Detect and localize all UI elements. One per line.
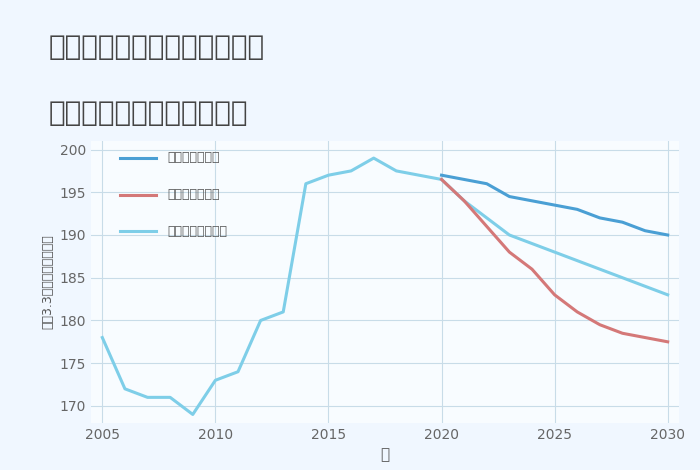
ノーマルシナリオ [573, 258, 582, 264]
ノーマルシナリオ [664, 292, 672, 298]
Line: ノーマルシナリオ: ノーマルシナリオ [102, 158, 668, 415]
ノーマルシナリオ [211, 377, 220, 383]
グッドシナリオ [438, 172, 446, 178]
ノーマルシナリオ [460, 198, 468, 204]
ノーマルシナリオ [302, 181, 310, 187]
X-axis label: 年: 年 [380, 447, 390, 462]
Text: グッドシナリオ: グッドシナリオ [167, 151, 220, 164]
グッドシナリオ [596, 215, 604, 221]
ノーマルシナリオ [256, 318, 265, 323]
Text: バッドシナリオ: バッドシナリオ [167, 188, 220, 201]
グッドシナリオ [664, 232, 672, 238]
グッドシナリオ [573, 206, 582, 212]
Line: グッドシナリオ: グッドシナリオ [442, 175, 668, 235]
Text: ノーマルシナリオ: ノーマルシナリオ [167, 225, 228, 238]
バッドシナリオ [596, 322, 604, 328]
Y-axis label: 平（3.3㎡）単価（万円）: 平（3.3㎡）単価（万円） [41, 235, 54, 329]
グッドシナリオ [505, 194, 514, 199]
バッドシナリオ [438, 177, 446, 182]
ノーマルシナリオ [528, 241, 536, 246]
ノーマルシナリオ [188, 412, 197, 417]
バッドシナリオ [641, 335, 650, 340]
ノーマルシナリオ [482, 215, 491, 221]
バッドシナリオ [505, 249, 514, 255]
ノーマルシナリオ [414, 172, 423, 178]
ノーマルシナリオ [234, 369, 242, 375]
ノーマルシナリオ [438, 177, 446, 182]
ノーマルシナリオ [618, 275, 626, 281]
Text: 中古マンションの価格推移: 中古マンションの価格推移 [49, 99, 248, 127]
ノーマルシナリオ [347, 168, 356, 174]
ノーマルシナリオ [596, 266, 604, 272]
バッドシナリオ [664, 339, 672, 345]
バッドシナリオ [460, 198, 468, 204]
ノーマルシナリオ [166, 394, 174, 400]
バッドシナリオ [482, 224, 491, 229]
ノーマルシナリオ [550, 249, 559, 255]
グッドシナリオ [460, 177, 468, 182]
ノーマルシナリオ [324, 172, 332, 178]
ノーマルシナリオ [98, 335, 106, 340]
ノーマルシナリオ [505, 232, 514, 238]
Line: バッドシナリオ: バッドシナリオ [442, 180, 668, 342]
ノーマルシナリオ [144, 394, 152, 400]
ノーマルシナリオ [370, 155, 378, 161]
グッドシナリオ [641, 228, 650, 234]
グッドシナリオ [482, 181, 491, 187]
ノーマルシナリオ [641, 283, 650, 289]
Text: 兵庫県西宮市上ヶ原一番町の: 兵庫県西宮市上ヶ原一番町の [49, 33, 265, 61]
グッドシナリオ [550, 202, 559, 208]
ノーマルシナリオ [392, 168, 400, 174]
ノーマルシナリオ [279, 309, 288, 315]
グッドシナリオ [618, 219, 626, 225]
グッドシナリオ [528, 198, 536, 204]
バッドシナリオ [528, 266, 536, 272]
ノーマルシナリオ [120, 386, 129, 392]
バッドシナリオ [618, 330, 626, 336]
バッドシナリオ [550, 292, 559, 298]
バッドシナリオ [573, 309, 582, 315]
